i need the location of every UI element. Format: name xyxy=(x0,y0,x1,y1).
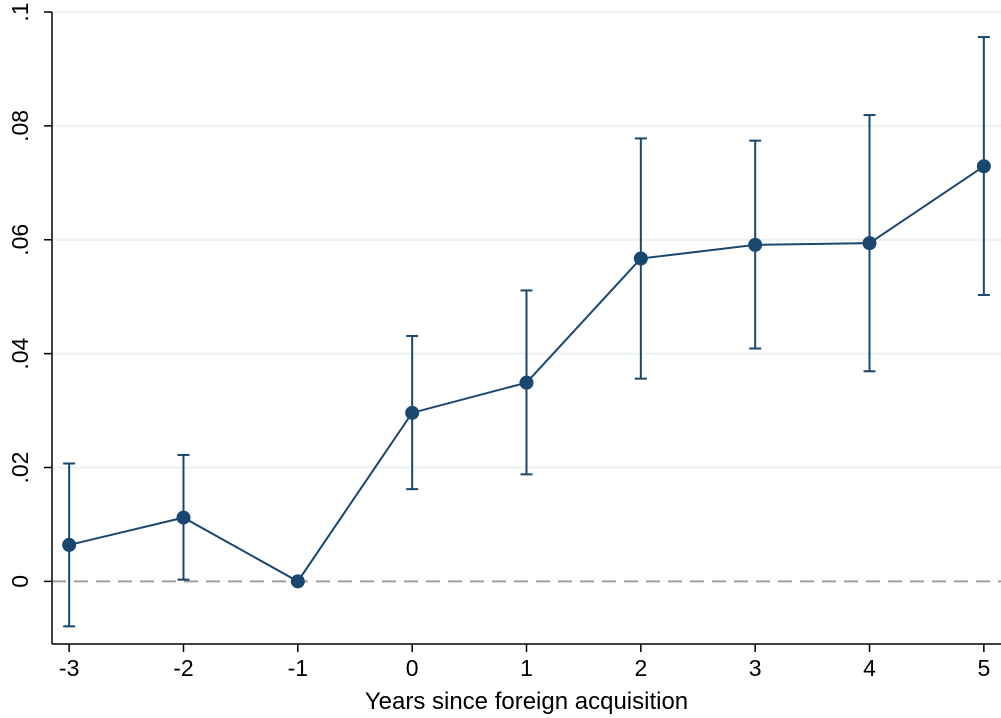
x-tick-label-4: 1 xyxy=(520,655,533,681)
data-point-0 xyxy=(62,537,77,552)
data-point-2 xyxy=(290,574,305,589)
x-tick-label-1: -2 xyxy=(173,655,193,681)
x-tick-label-0: -3 xyxy=(59,655,79,681)
y-tick-label-1: .02 xyxy=(7,452,33,484)
data-point-4 xyxy=(519,375,534,390)
y-axis-ticks: 0 .02 .04 .06 .08 .1 xyxy=(7,2,52,588)
x-axis-title: Years since foreign acquisition xyxy=(365,688,688,715)
x-tick-label-3: 0 xyxy=(406,655,419,681)
data-point-5 xyxy=(633,251,648,266)
grid-lines xyxy=(52,11,1001,469)
y-tick-label-3: .06 xyxy=(7,224,33,256)
x-axis-ticks: -3 -2 -1 0 1 2 3 4 5 xyxy=(59,644,990,681)
x-tick-label-2: -1 xyxy=(288,655,308,681)
data-point-6 xyxy=(748,237,763,252)
data-points xyxy=(62,159,991,589)
y-tick-label-0: 0 xyxy=(7,575,33,588)
y-tick-label-5: .1 xyxy=(7,2,33,21)
y-tick-label-4: .08 xyxy=(7,110,33,142)
data-point-3 xyxy=(405,405,420,420)
data-point-7 xyxy=(862,236,877,251)
data-point-8 xyxy=(976,159,991,174)
y-tick-label-2: .04 xyxy=(7,337,33,369)
x-tick-label-8: 5 xyxy=(977,655,990,681)
data-point-1 xyxy=(176,510,191,525)
x-tick-label-7: 4 xyxy=(863,655,876,681)
x-tick-label-5: 2 xyxy=(634,655,647,681)
x-tick-label-6: 3 xyxy=(749,655,762,681)
